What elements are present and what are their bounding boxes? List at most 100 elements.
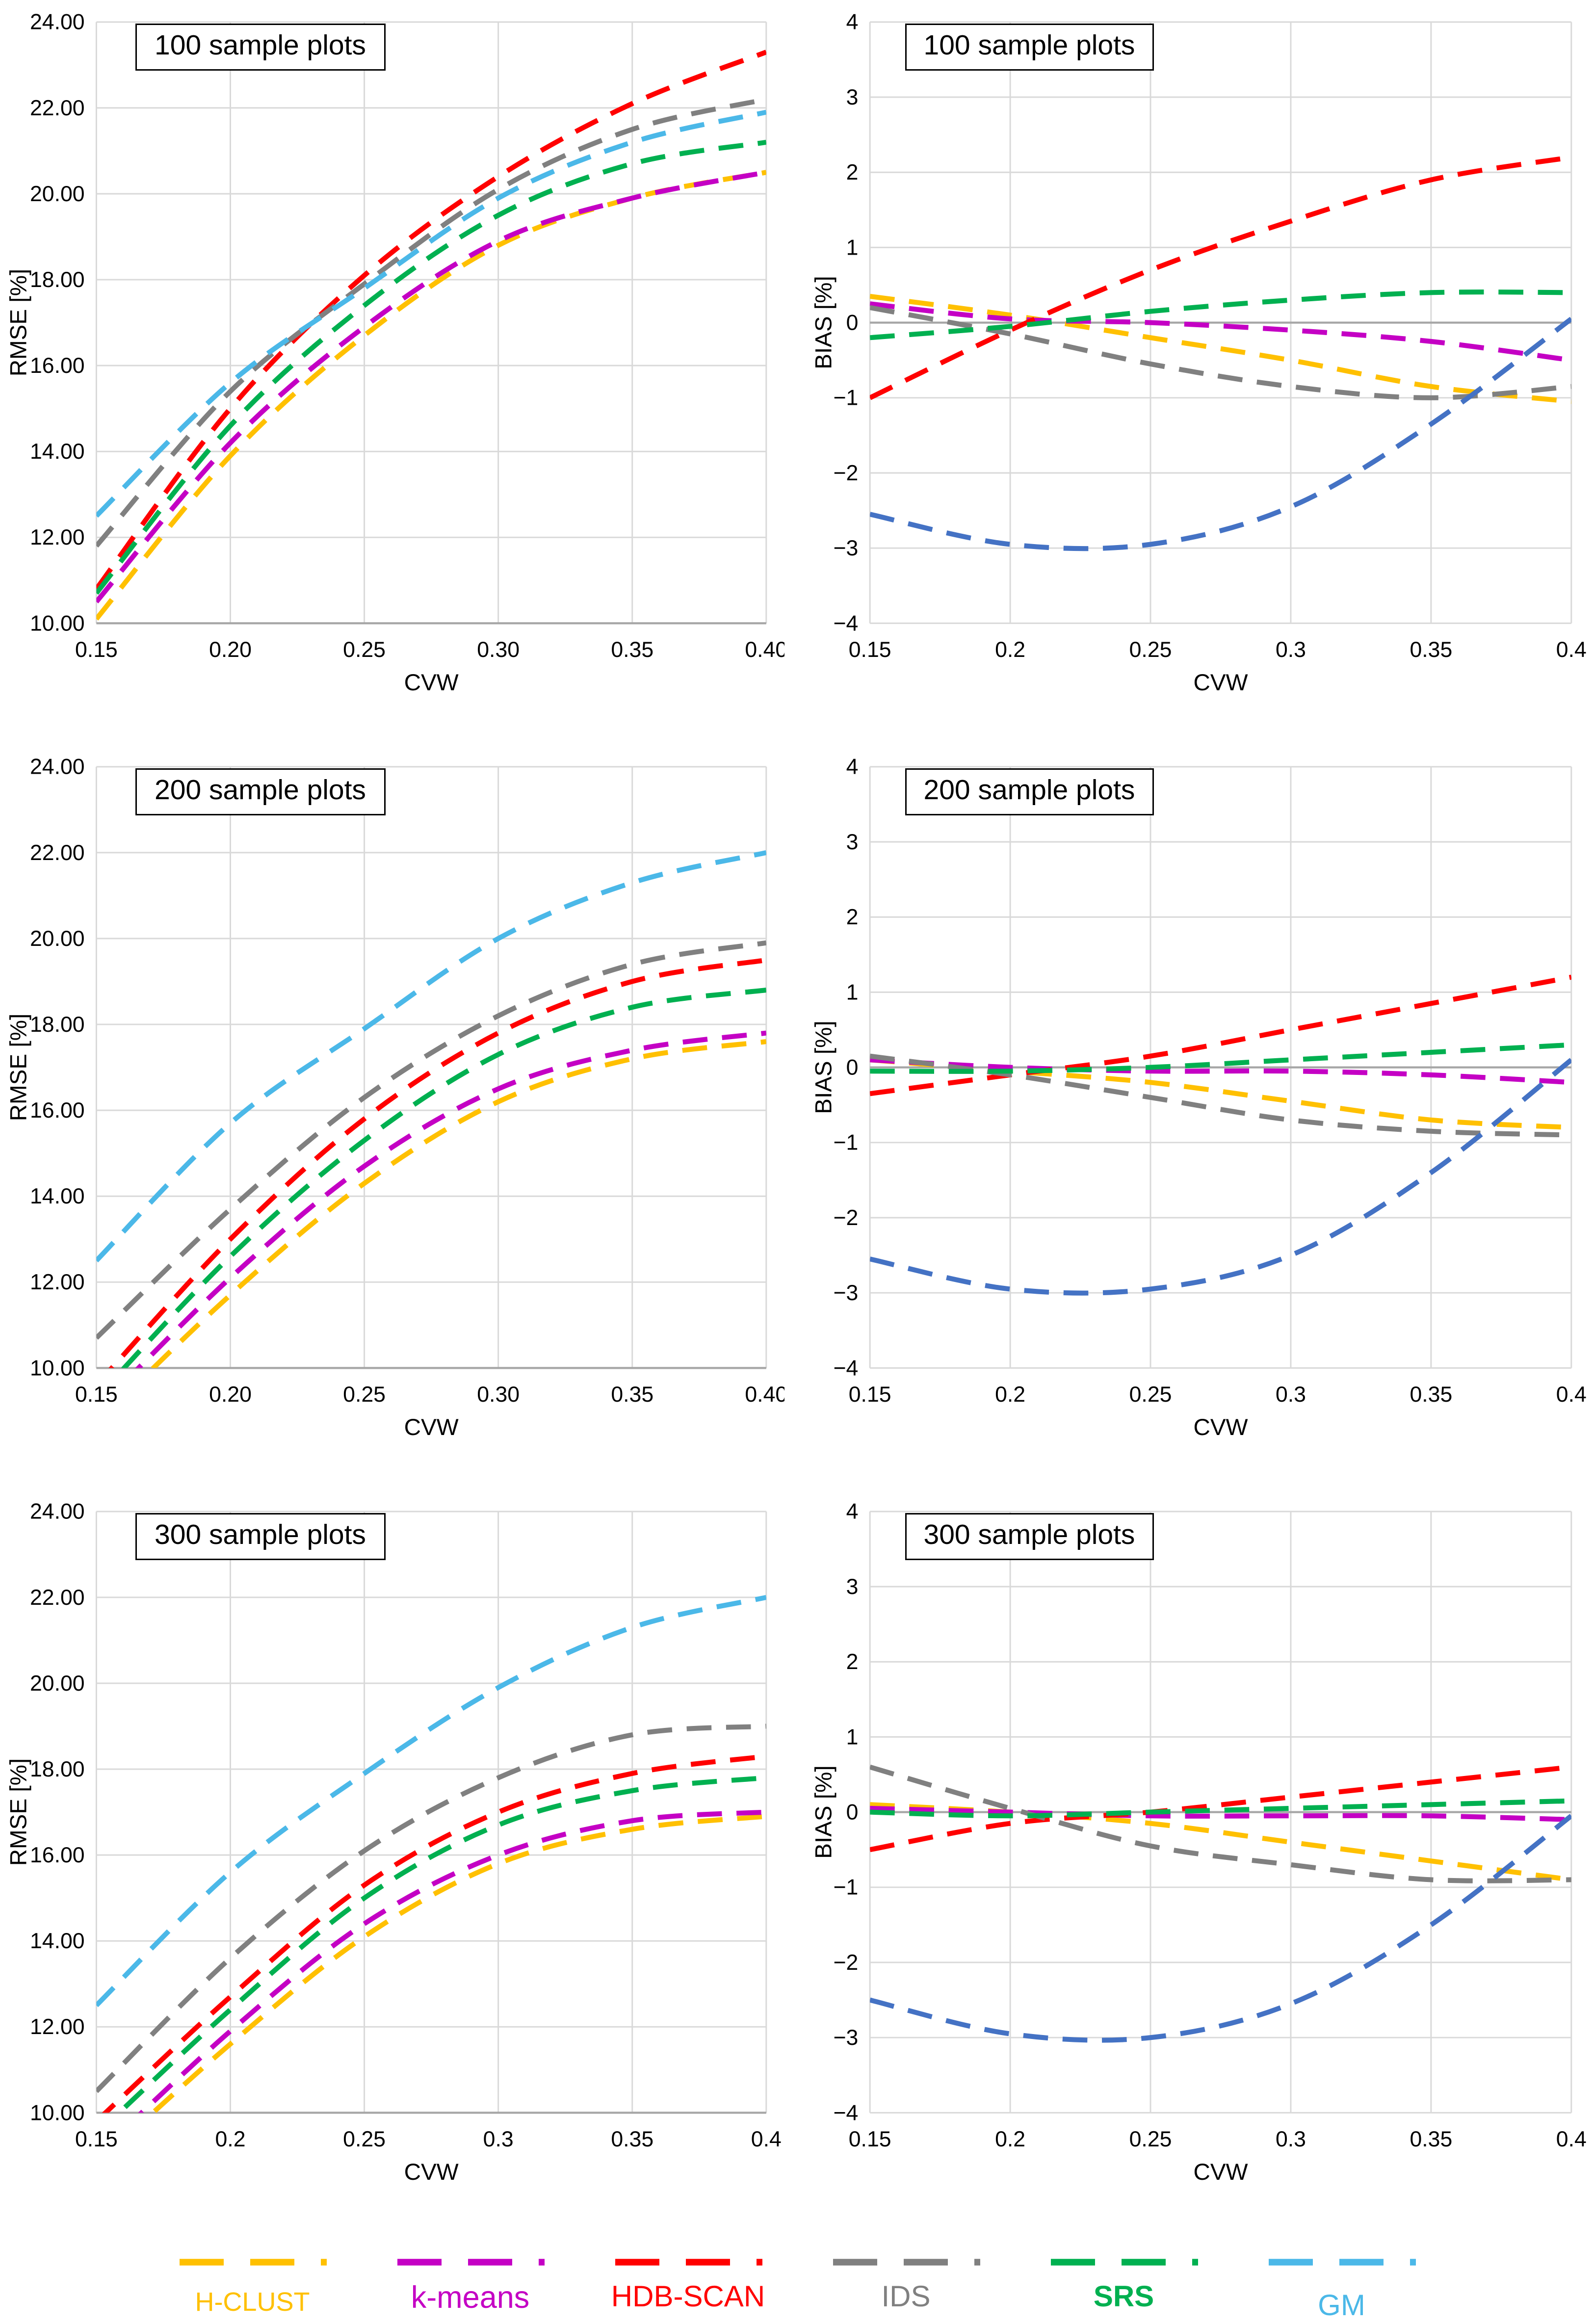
svg-text:0.35: 0.35: [611, 638, 653, 662]
rmse-200-chart: 10.00 12.00 14.00 16.00 18.00 20.00 22.00 24.00…: [6, 755, 784, 1441]
svg-text:0.15: 0.15: [75, 1383, 118, 1407]
svg-text:−4: −4: [833, 611, 858, 635]
svg-text:0.4: 0.4: [1555, 1383, 1586, 1407]
legend-swatch-srs-icon: [1050, 2259, 1198, 2266]
svg-text:1: 1: [845, 235, 858, 260]
svg-text:10.00: 10.00: [30, 2101, 85, 2125]
svg-text:0.25: 0.25: [1128, 1383, 1171, 1407]
svg-text:24.00: 24.00: [30, 755, 85, 779]
legend-item-srs: SRS: [1034, 2252, 1214, 2315]
svg-text:0.35: 0.35: [1409, 2127, 1452, 2151]
chart-cell-rmse-300: 10.00 12.00 14.00 16.00 18.00 20.00 22.00 24.00…: [6, 1492, 784, 2202]
svg-text:0.15: 0.15: [848, 2127, 890, 2151]
svg-text:3: 3: [845, 85, 858, 109]
svg-text:0.3: 0.3: [1275, 638, 1305, 662]
svg-text:0.20: 0.20: [209, 1383, 252, 1407]
svg-text:0.3: 0.3: [1275, 1383, 1305, 1407]
svg-text:4: 4: [845, 755, 858, 779]
svg-text:−2: −2: [833, 461, 858, 485]
svg-text:CVW: CVW: [1193, 2159, 1247, 2185]
rmse-300-chart: 10.00 12.00 14.00 16.00 18.00 20.00 22.00 24.00…: [6, 1500, 782, 2186]
svg-text:22.00: 22.00: [30, 841, 85, 865]
svg-text:0.40: 0.40: [745, 638, 783, 662]
rmse-100-chart: 10.00 12.00 14.00 16.00 18.00 20.00 22.00 24.00…: [6, 10, 784, 696]
svg-text:0.25: 0.25: [343, 2127, 386, 2151]
svg-text:2: 2: [845, 1650, 858, 1674]
svg-text:0.35: 0.35: [611, 1383, 653, 1407]
svg-text:BIAS [%]: BIAS [%]: [810, 276, 836, 369]
svg-text:BIAS [%]: BIAS [%]: [810, 1765, 836, 1858]
svg-text:22.00: 22.00: [30, 1586, 85, 1610]
svg-text:0.35: 0.35: [611, 2127, 653, 2151]
svg-text:0.3: 0.3: [1275, 2127, 1305, 2151]
svg-text:1: 1: [845, 1725, 858, 1749]
legend-swatch-gm-icon: [1268, 2259, 1415, 2266]
svg-text:2: 2: [845, 160, 858, 184]
svg-text:CVW: CVW: [404, 670, 459, 696]
panel-label-rmse-200: 200 sample plots: [135, 768, 385, 815]
svg-text:0.2: 0.2: [994, 1383, 1025, 1407]
figure-legend: H-CLUST k-means HDB-SCAN IDS SRS GM: [6, 2252, 1588, 2324]
svg-text:16.00: 16.00: [30, 1098, 85, 1123]
chart-cell-bias-300: −4 −3 −2 −1 0 1 2 3 4 0.15 0.2 0.25 0.3 0.35 0.4 CVW BIA…: [810, 1492, 1589, 2202]
chart-cell-bias-200: −4 −3 −2 −1 0 1 2 3 4 0.15 0.2 0.25 0.3 0.35 0.4 CVW BIA…: [810, 748, 1589, 1457]
chart-cell-rmse-200: 10.00 12.00 14.00 16.00 18.00 20.00 22.00 24.00…: [6, 748, 784, 1457]
bias-300-chart: −4 −3 −2 −1 0 1 2 3 4 0.15 0.2 0.25 0.3 0.35 0.4 CVW BIA…: [810, 1500, 1586, 2186]
panel-label-bias-200: 200 sample plots: [904, 768, 1154, 815]
svg-text:0.4: 0.4: [751, 2127, 782, 2151]
svg-text:CVW: CVW: [404, 1414, 459, 1440]
svg-text:18.00: 18.00: [30, 1757, 85, 1781]
bias-200-chart: −4 −3 −2 −1 0 1 2 3 4 0.15 0.2 0.25 0.3 0.35 0.4 CVW BIA…: [810, 755, 1586, 1441]
svg-text:0.15: 0.15: [75, 2127, 118, 2151]
svg-text:1: 1: [845, 980, 858, 1004]
legend-item-gm: GM: [1252, 2252, 1432, 2324]
legend-swatch-h-clust-icon: [179, 2259, 326, 2266]
legend-label-h-clust: H-CLUST: [195, 2287, 310, 2317]
svg-text:RMSE [%]: RMSE [%]: [6, 269, 32, 376]
svg-text:24.00: 24.00: [30, 10, 85, 34]
chart-cell-rmse-100: 10.00 12.00 14.00 16.00 18.00 20.00 22.00 24.00…: [6, 3, 784, 712]
svg-text:−3: −3: [833, 2026, 858, 2050]
svg-text:0.15: 0.15: [75, 638, 118, 662]
panel-label-rmse-300: 300 sample plots: [135, 1513, 385, 1560]
svg-text:CVW: CVW: [1193, 1414, 1247, 1440]
svg-text:BIAS [%]: BIAS [%]: [810, 1020, 836, 1114]
svg-text:22.00: 22.00: [30, 96, 85, 120]
svg-text:0: 0: [845, 1055, 858, 1079]
svg-text:−1: −1: [833, 1131, 858, 1155]
svg-text:24.00: 24.00: [30, 1500, 85, 1524]
svg-text:10.00: 10.00: [30, 1356, 85, 1380]
svg-text:0.25: 0.25: [343, 1383, 386, 1407]
panel-label-bias-100: 100 sample plots: [904, 24, 1154, 71]
svg-text:0.30: 0.30: [477, 638, 520, 662]
chart-grid: 10.00 12.00 14.00 16.00 18.00 20.00 22.00 24.00…: [6, 3, 1588, 2202]
legend-label-ids: IDS: [881, 2281, 931, 2314]
svg-text:0: 0: [845, 311, 858, 335]
svg-text:18.00: 18.00: [30, 268, 85, 292]
legend-label-gm: GM: [1318, 2290, 1365, 2323]
svg-text:−2: −2: [833, 1951, 858, 1975]
svg-text:−1: −1: [833, 386, 858, 410]
bias-100-chart: −4 −3 −2 −1 0 1 2 3 4 0.15 0.2 0.25 0.3 0.35 0.4 CVW BIA…: [810, 10, 1586, 696]
svg-text:0.25: 0.25: [343, 638, 386, 662]
svg-text:16.00: 16.00: [30, 1843, 85, 1867]
svg-text:−2: −2: [833, 1206, 858, 1230]
legend-swatch-hdb-scan-icon: [614, 2259, 762, 2266]
panel-label-rmse-100: 100 sample plots: [135, 24, 385, 71]
svg-text:20.00: 20.00: [30, 1671, 85, 1696]
svg-text:0.25: 0.25: [1128, 638, 1171, 662]
svg-text:20.00: 20.00: [30, 182, 85, 206]
svg-text:0.2: 0.2: [994, 2127, 1025, 2151]
legend-swatch-ids-icon: [832, 2259, 980, 2266]
svg-text:0.35: 0.35: [1409, 638, 1452, 662]
svg-text:0.4: 0.4: [1555, 638, 1586, 662]
svg-text:14.00: 14.00: [30, 1929, 85, 1953]
svg-text:−3: −3: [833, 1281, 858, 1305]
panel-label-bias-300: 300 sample plots: [904, 1513, 1154, 1560]
svg-text:0.15: 0.15: [848, 1383, 890, 1407]
svg-text:−4: −4: [833, 2101, 858, 2125]
svg-text:12.00: 12.00: [30, 525, 85, 549]
svg-text:14.00: 14.00: [30, 440, 85, 464]
svg-text:18.00: 18.00: [30, 1013, 85, 1037]
svg-text:20.00: 20.00: [30, 927, 85, 951]
